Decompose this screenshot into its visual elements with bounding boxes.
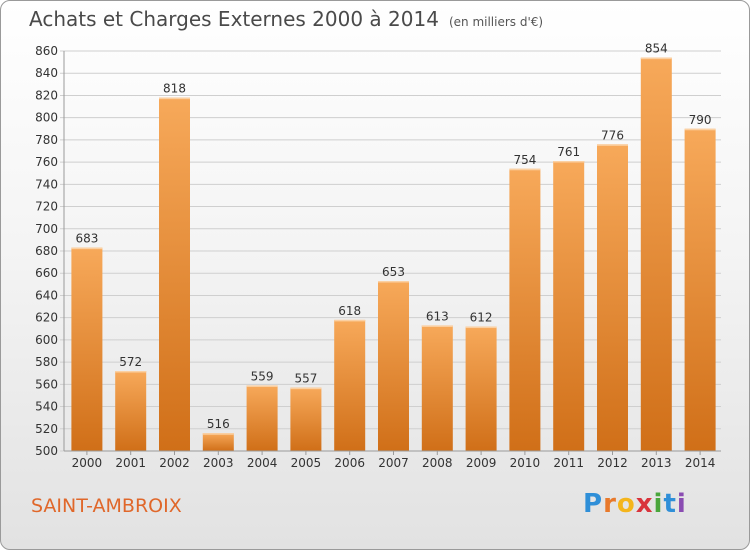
chart-title: Achats et Charges Externes 2000 à 2014 (e…	[29, 7, 543, 31]
y-tick-label: 700	[35, 222, 58, 236]
x-tick-label: 2004	[247, 456, 278, 470]
bar-top-highlight	[290, 387, 322, 390]
bar	[71, 247, 103, 451]
y-tick-label: 500	[35, 444, 58, 458]
x-tick-label: 2000	[72, 456, 103, 470]
value-label: 613	[426, 309, 449, 323]
bars-layer	[71, 57, 716, 452]
axis-layer: 500 520 540 560 580 600 620 640 660 680 700 720 740 7…	[35, 42, 721, 470]
y-tick-label: 600	[35, 333, 58, 347]
bar-top-highlight	[159, 97, 190, 100]
bar-top-highlight	[246, 385, 278, 387]
bar	[684, 128, 716, 451]
proxiti-logo: Proxiti	[583, 489, 687, 519]
bar	[202, 433, 234, 451]
y-tick-label: 720	[35, 200, 58, 214]
x-tick-label: 2009	[466, 456, 497, 470]
x-tick-label: 2014	[685, 456, 716, 470]
chart-unit: (en milliers d'€)	[448, 15, 544, 29]
x-tick-label: 2010	[510, 456, 541, 470]
x-tick-label: 2008	[422, 456, 453, 470]
bar	[640, 57, 672, 452]
bar	[290, 387, 322, 451]
value-label: 559	[251, 369, 274, 383]
bar-top-highlight	[202, 433, 234, 435]
city-name: SAINT-AMBROIX	[31, 495, 182, 517]
bar	[159, 97, 190, 452]
bar-top-highlight	[465, 326, 497, 329]
bar	[553, 161, 585, 451]
y-tick-label: 680	[35, 244, 58, 258]
bar	[509, 168, 541, 451]
y-tick-label: 540	[35, 400, 58, 414]
bar-top-highlight	[71, 247, 103, 250]
bar	[421, 325, 453, 451]
value-label: 572	[119, 355, 142, 369]
y-tick-label: 560	[35, 377, 58, 391]
bar	[115, 371, 147, 451]
y-tick-label: 740	[35, 177, 58, 191]
bar-top-highlight	[378, 281, 409, 283]
value-label: 612	[470, 311, 493, 325]
bar	[465, 326, 497, 451]
y-tick-label: 620	[35, 311, 58, 325]
bar	[334, 319, 366, 451]
value-label: 818	[163, 82, 186, 96]
bar-top-highlight	[509, 168, 541, 171]
x-tick-label: 2003	[203, 456, 234, 470]
bar	[378, 281, 409, 451]
value-label: 854	[645, 42, 668, 56]
bar-top-highlight	[684, 128, 716, 131]
bar	[246, 385, 278, 451]
y-tick-label: 760	[35, 155, 58, 169]
bar	[597, 144, 628, 452]
bar-top-highlight	[597, 144, 628, 146]
x-tick-label: 2005	[291, 456, 322, 470]
x-tick-label: 2012	[597, 456, 628, 470]
y-tick-label: 800	[35, 111, 58, 125]
value-label: 790	[689, 113, 712, 127]
bar-top-highlight	[640, 57, 672, 60]
y-tick-label: 580	[35, 355, 58, 369]
x-tick-label: 2002	[159, 456, 190, 470]
value-label: 618	[338, 304, 361, 318]
value-label: 653	[382, 265, 405, 279]
bar-top-highlight	[421, 325, 453, 327]
y-tick-label: 780	[35, 133, 58, 147]
y-tick-label: 840	[35, 66, 58, 80]
y-tick-label: 860	[35, 44, 58, 58]
chart-title-text: Achats et Charges Externes 2000 à 2014	[29, 7, 439, 31]
y-tick-label: 660	[35, 266, 58, 280]
x-tick-label: 2013	[641, 456, 672, 470]
value-label: 776	[601, 128, 624, 142]
y-tick-label: 820	[35, 88, 58, 102]
y-tick-label: 640	[35, 288, 58, 302]
x-tick-label: 2011	[553, 456, 584, 470]
value-label: 557	[294, 372, 317, 386]
value-label: 683	[75, 232, 98, 246]
bar-top-highlight	[115, 371, 147, 373]
value-label: 516	[207, 417, 230, 431]
bar-top-highlight	[334, 319, 366, 322]
value-label: 761	[557, 145, 580, 159]
x-tick-label: 2006	[334, 456, 365, 470]
x-tick-label: 2007	[378, 456, 409, 470]
value-label: 754	[513, 153, 536, 167]
x-tick-label: 2001	[115, 456, 146, 470]
y-tick-label: 520	[35, 422, 58, 436]
bar-top-highlight	[553, 161, 585, 163]
